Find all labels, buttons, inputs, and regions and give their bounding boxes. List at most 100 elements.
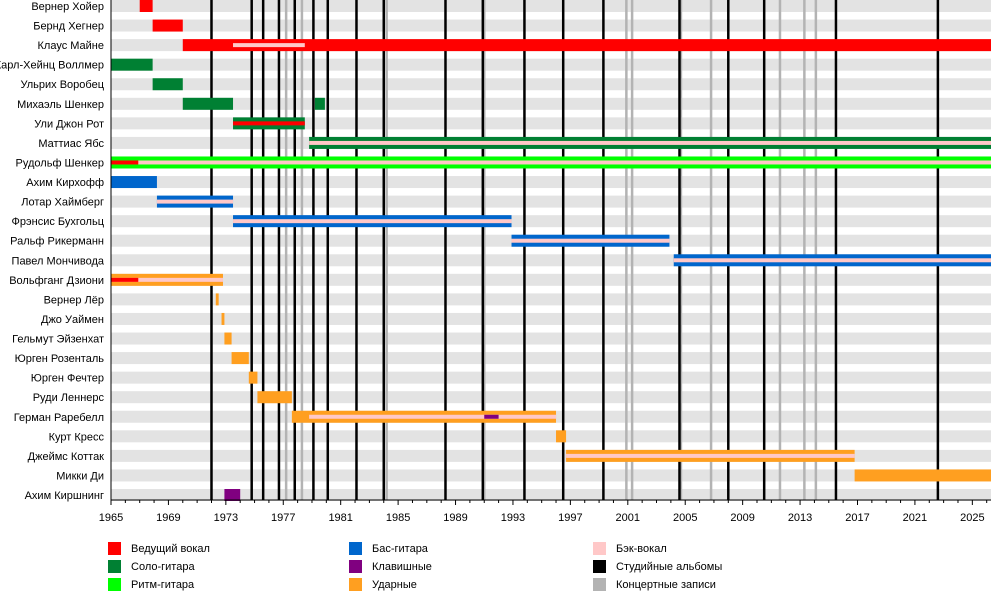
member-label: Рудольф Шенкер [16, 157, 104, 169]
legend-item-live: Концертные записи [593, 578, 716, 591]
legend-label: Бэк-вокал [616, 542, 667, 555]
bar-keys-stripe [484, 414, 499, 419]
bar-drums [224, 332, 232, 345]
bar-drums [257, 391, 292, 404]
bar-bass [111, 176, 157, 189]
legend-item-drums: Ударные [349, 578, 417, 591]
bar-lead [152, 78, 183, 91]
bar-keys [224, 489, 241, 501]
bar-drums [556, 430, 567, 443]
bar-drums [215, 293, 219, 306]
legend-swatch [108, 560, 121, 573]
member-label: Маттиас Ябс [38, 138, 104, 150]
legend-label: Студийные альбомы [616, 560, 723, 573]
row-stripe [111, 391, 991, 404]
row-stripe [111, 352, 991, 365]
legend-label: Клавишные [372, 560, 432, 573]
row-stripe [111, 371, 991, 384]
member-label: Курт Кресс [49, 431, 105, 443]
x-tick-label: 1993 [501, 512, 525, 524]
member-label: Клаус Майне [38, 40, 105, 52]
member-label: Юрген Фечтер [31, 373, 104, 385]
x-tick-label: 2005 [673, 512, 697, 524]
row-stripe [111, 449, 991, 462]
x-tick-label: 1973 [214, 512, 238, 524]
legend-swatch [349, 578, 362, 591]
band-timeline-chart: Вернер Хойер Бернд Хегнер Клаус Майне Карл-… [0, 0, 991, 524]
member-label: Ахим Кирхофф [26, 177, 104, 189]
bar-backing-stripe [111, 277, 223, 282]
bar-backing-stripe [309, 414, 557, 419]
legend-swatch [108, 542, 121, 555]
row-stripe [111, 293, 991, 306]
member-label: Карл-Хейнц Воллмер [0, 60, 104, 72]
bar-backing-stripe [673, 258, 991, 263]
legend-swatch [349, 542, 362, 555]
member-label: Ахим Киршнинг [25, 490, 104, 502]
row-stripe [111, 489, 991, 501]
bar-lead [314, 97, 325, 110]
row-stripe [111, 78, 991, 91]
member-label: Бернд Хегнер [33, 21, 104, 33]
x-tick-label: 2009 [730, 512, 754, 524]
member-label: Ульрих Воробец [20, 79, 104, 91]
x-tick-label: 2025 [960, 512, 984, 524]
bar-backing-stripe [233, 219, 512, 224]
row-stripe [111, 117, 991, 130]
bar-backing-stripe [309, 140, 991, 145]
member-label: Джо Уаймен [41, 314, 104, 326]
x-tick-label: 2017 [845, 512, 869, 524]
member-label: Вольфганг Дзиони [9, 275, 104, 287]
bar-backing-stripe [156, 199, 234, 204]
bar-drums [248, 371, 258, 384]
legend-swatch [593, 578, 606, 591]
bar-backing-stripe [111, 160, 991, 165]
row-stripe [111, 312, 991, 325]
member-label: Михаэль Шенкер [17, 99, 104, 111]
member-label: Вернер Лёр [44, 294, 104, 306]
member-label: Микки Ди [56, 470, 104, 482]
row-stripe [111, 0, 991, 12]
bar-vocals-stripe [111, 277, 139, 282]
bar-drums [221, 312, 225, 325]
legend-item-studio: Студийные альбомы [593, 560, 722, 573]
bar-backing-stripe [566, 453, 855, 458]
legend-item-rhythm: Ритм-гитара [108, 578, 194, 591]
bar-lead [182, 97, 234, 110]
legend-item-keys: Клавишные [349, 560, 432, 573]
member-label: Ули Джон Рот [34, 118, 104, 130]
x-tick-label: 1989 [443, 512, 467, 524]
legend-swatch [593, 542, 606, 555]
bar-vocals [139, 0, 153, 12]
legend-label: Бас-гитара [372, 542, 428, 555]
legend-label: Ритм-гитара [131, 578, 195, 591]
legend-item-bass: Бас-гитара [349, 542, 428, 555]
member-label: Гельмут Эйзенхат [12, 334, 104, 346]
bar-vocals-stripe [111, 160, 139, 165]
legend-swatch [108, 578, 121, 591]
member-label: Лотар Хаймберг [21, 197, 104, 209]
x-tick-label: 2013 [788, 512, 812, 524]
member-label: Юрген Розенталь [15, 353, 105, 365]
x-tick-label: 1981 [328, 512, 352, 524]
legend-item-lead: Соло-гитара [108, 560, 195, 573]
legend-label: Соло-гитара [131, 560, 195, 573]
member-label: Фрэнсис Бухгольц [12, 216, 105, 228]
member-label: Вернер Хойер [31, 1, 104, 13]
row-stripe [111, 58, 991, 71]
x-tick-label: 2021 [903, 512, 927, 524]
legend-swatch [593, 560, 606, 573]
x-tick-label: 1965 [99, 512, 123, 524]
member-label: Руди Леннерс [33, 392, 105, 404]
row-stripe [111, 19, 991, 32]
x-tick-label: 1977 [271, 512, 295, 524]
row-stripe [111, 332, 991, 345]
legend-label: Концертные записи [616, 578, 716, 591]
row-stripe [111, 195, 991, 208]
member-label: Герман Раребелл [14, 412, 104, 424]
row-stripe [111, 97, 991, 110]
bar-vocals [152, 19, 183, 32]
legend-label: Ударные [372, 578, 417, 591]
legend-item-backing: Бэк-вокал [593, 542, 667, 555]
x-tick-label: 1985 [386, 512, 410, 524]
